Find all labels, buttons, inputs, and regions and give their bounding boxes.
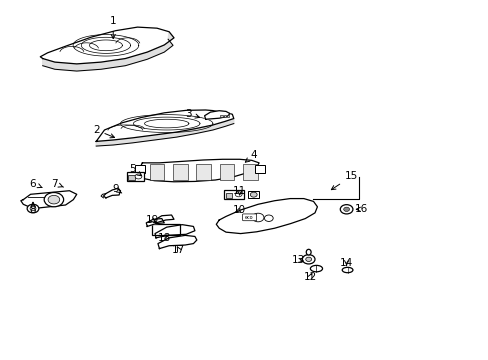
Circle shape <box>44 193 63 207</box>
Text: 8: 8 <box>30 202 36 215</box>
Polygon shape <box>42 32 174 71</box>
Text: 1: 1 <box>110 16 116 39</box>
Polygon shape <box>96 118 233 146</box>
Text: 14: 14 <box>339 258 352 268</box>
Bar <box>196 164 210 180</box>
Circle shape <box>252 213 264 222</box>
Circle shape <box>30 206 36 211</box>
Polygon shape <box>158 235 197 249</box>
Circle shape <box>343 207 349 211</box>
Text: 17: 17 <box>172 245 185 255</box>
Text: 9: 9 <box>112 184 122 194</box>
Circle shape <box>340 204 352 214</box>
Bar <box>223 114 225 117</box>
Bar <box>219 164 234 180</box>
Text: 7: 7 <box>51 179 63 189</box>
Text: 19: 19 <box>145 215 159 225</box>
Circle shape <box>264 215 273 221</box>
FancyBboxPatch shape <box>242 214 256 221</box>
Bar <box>243 164 257 180</box>
Bar <box>220 114 222 117</box>
Text: 11: 11 <box>233 186 246 196</box>
Bar <box>149 164 164 180</box>
Text: 6: 6 <box>30 179 42 189</box>
Polygon shape <box>96 110 233 141</box>
Bar <box>226 114 229 117</box>
Bar <box>225 193 232 198</box>
Text: 16: 16 <box>354 204 367 214</box>
Polygon shape <box>40 27 174 64</box>
Bar <box>126 172 143 181</box>
Bar <box>128 175 134 180</box>
Circle shape <box>135 174 142 179</box>
Bar <box>224 190 244 199</box>
Circle shape <box>302 255 314 264</box>
Text: eco: eco <box>244 215 253 220</box>
Text: 10: 10 <box>233 205 245 215</box>
Bar <box>248 192 259 198</box>
Text: 2: 2 <box>93 125 114 138</box>
Text: 13: 13 <box>291 255 304 265</box>
Polygon shape <box>146 219 164 226</box>
Polygon shape <box>216 199 317 234</box>
Bar <box>135 165 144 173</box>
Polygon shape <box>21 191 77 208</box>
Text: 15: 15 <box>331 171 357 190</box>
Text: 18: 18 <box>157 233 170 243</box>
Circle shape <box>27 204 39 213</box>
Polygon shape <box>204 111 229 119</box>
Circle shape <box>48 195 60 204</box>
Bar <box>255 165 264 173</box>
Polygon shape <box>154 215 174 223</box>
Circle shape <box>250 192 257 197</box>
Ellipse shape <box>342 267 352 273</box>
Text: 3: 3 <box>185 109 199 119</box>
Circle shape <box>235 192 242 197</box>
Bar <box>152 224 180 235</box>
Text: 5: 5 <box>129 164 141 176</box>
Polygon shape <box>137 159 259 182</box>
Text: 12: 12 <box>303 272 316 282</box>
Text: 4: 4 <box>245 150 257 162</box>
Bar <box>173 164 187 180</box>
Ellipse shape <box>305 249 310 255</box>
Polygon shape <box>103 189 120 198</box>
Polygon shape <box>155 225 195 238</box>
Ellipse shape <box>310 265 322 272</box>
Circle shape <box>305 257 311 261</box>
